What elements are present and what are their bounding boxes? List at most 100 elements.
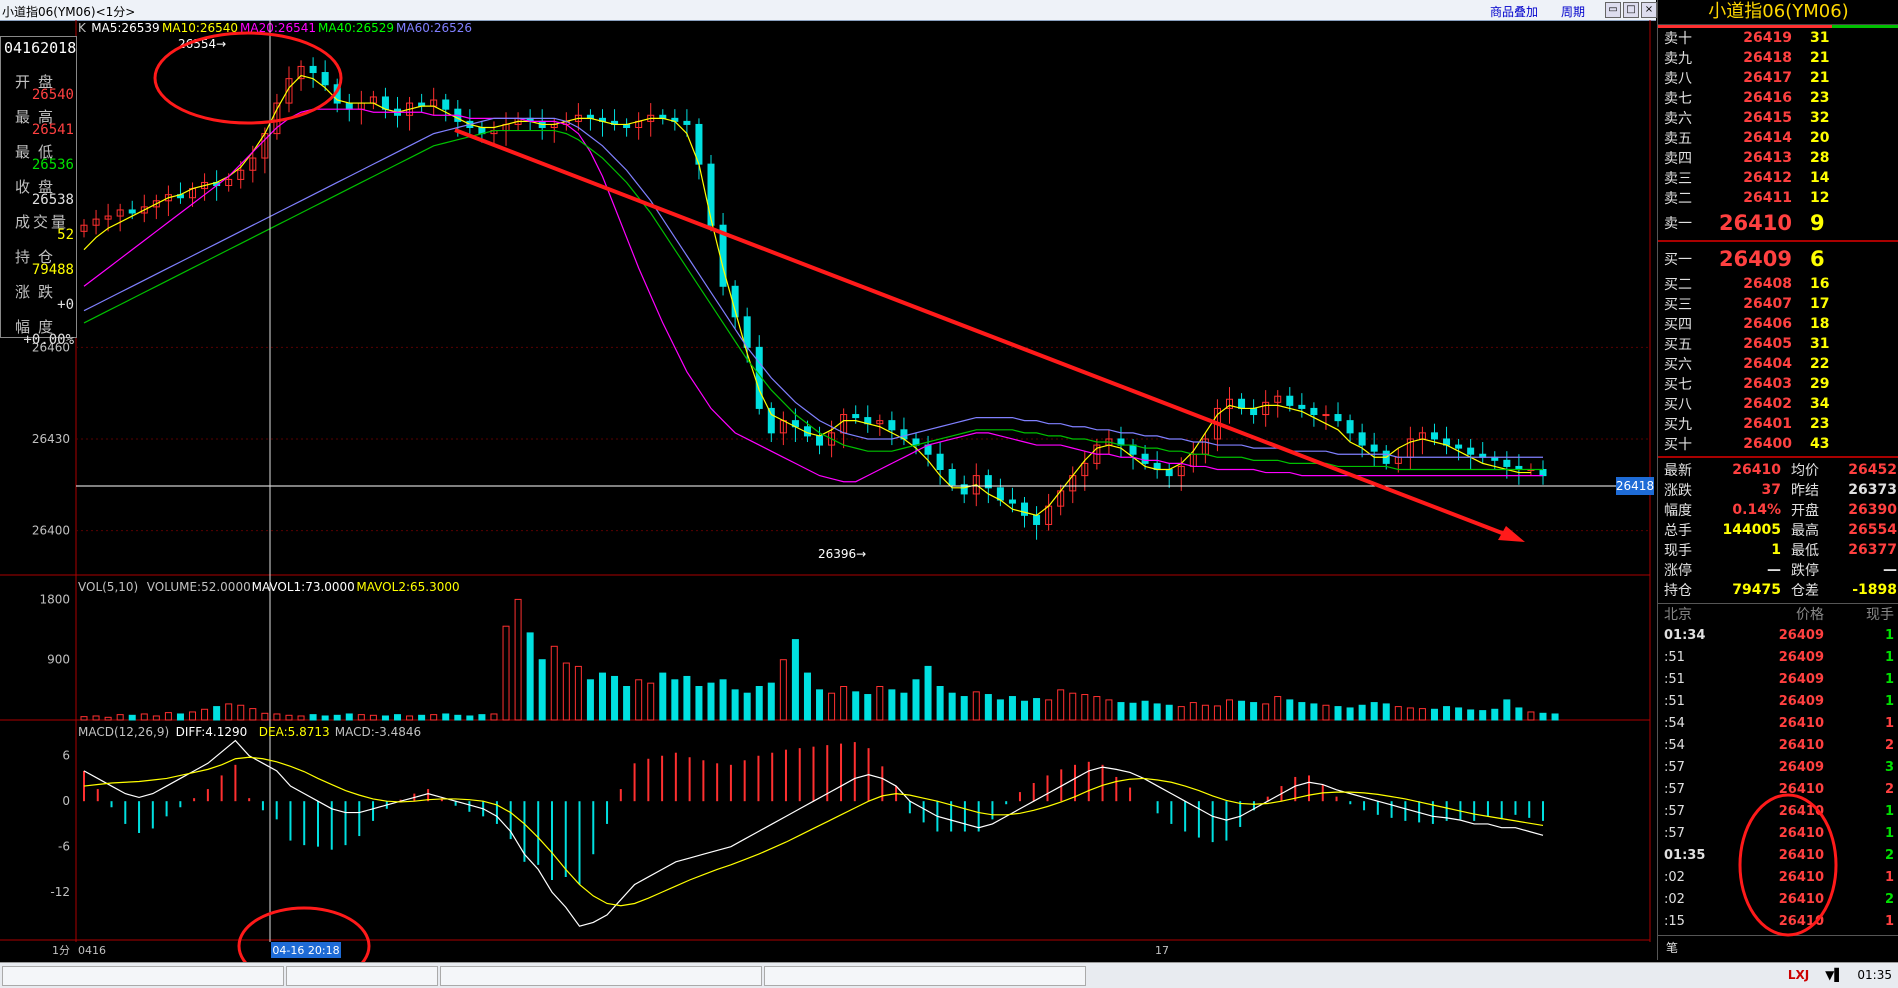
candle-body: [767, 407, 775, 434]
candle-body: [1165, 469, 1173, 477]
bid-level-price: 26400: [1743, 436, 1792, 452]
bid-level-price: 26405: [1743, 336, 1792, 352]
candle-body: [1346, 420, 1354, 434]
bid-level-volume: 34: [1810, 396, 1830, 412]
volume-bar: [1274, 696, 1282, 721]
bid-level-8[interactable]: 买八 26402 34: [1658, 394, 1898, 414]
volume-bar: [586, 679, 594, 721]
status-slot[interactable]: [286, 966, 438, 986]
ask-level-8[interactable]: 卖三 26412 14: [1658, 168, 1898, 188]
bid-level-label: 买六: [1664, 357, 1692, 373]
bid-level-label: 买三: [1664, 297, 1692, 313]
ask-level-2[interactable]: 卖九 26418 21: [1658, 48, 1898, 68]
candle-body: [321, 72, 329, 86]
bid-level-price: 26402: [1743, 396, 1792, 412]
tick-volume: 2: [1884, 847, 1894, 863]
tick-price: 26410: [1778, 847, 1824, 863]
volume-bar: [454, 714, 462, 721]
price-tick-label: 26430: [32, 432, 70, 446]
volume-bar: [1225, 699, 1233, 721]
info-value-close: 26538: [31, 192, 74, 208]
restore-icon[interactable]: ▭: [1605, 2, 1621, 18]
ask-level-6[interactable]: 卖五 26414 20: [1658, 128, 1898, 148]
ask-level-label: 卖九: [1664, 51, 1692, 67]
volume-bar: [526, 632, 534, 721]
info-date: 04162018: [4, 39, 77, 57]
close-icon[interactable]: ×: [1641, 2, 1657, 18]
tick-time: 01:35: [1664, 847, 1706, 863]
status-slot[interactable]: [440, 966, 762, 986]
bid-level-label: 买九: [1664, 417, 1692, 433]
bid-level-label: 买一: [1664, 252, 1692, 268]
chart-area[interactable]: 26460 26430 26400 K MA5:26539 MA10:26540 MA20:…: [0, 20, 1656, 962]
volume-bar: [1177, 706, 1185, 721]
tick-tab[interactable]: 笔: [1666, 941, 1679, 955]
candle-body: [707, 163, 715, 226]
ask-level-3[interactable]: 卖八 26417 21: [1658, 68, 1898, 88]
volume-bar: [418, 714, 426, 721]
ask-level-10[interactable]: 卖一 26410 9: [1658, 208, 1898, 238]
volume-bar: [912, 679, 920, 721]
period-button[interactable]: 周期: [1561, 5, 1586, 19]
volume-bar: [840, 686, 848, 721]
status-slot[interactable]: [2, 966, 284, 986]
ask-level-label: 卖二: [1664, 191, 1692, 207]
stat-label: 跌停: [1791, 563, 1819, 579]
status-slot[interactable]: [764, 966, 1086, 986]
info-value-oi: 79488: [31, 262, 74, 278]
ticks-header: 北京 价格 现手: [1658, 603, 1898, 624]
bid-level-7[interactable]: 买七 26403 29: [1658, 374, 1898, 394]
volume-bar: [1081, 694, 1089, 721]
volume-bar: [1298, 702, 1306, 721]
tick-volume: 2: [1884, 737, 1894, 753]
tick-volume: 3: [1884, 759, 1894, 775]
overlay-symbol-button[interactable]: 商品叠加: [1490, 5, 1539, 19]
tick-row: :54 26410 1: [1658, 712, 1898, 734]
bid-level-1[interactable]: 买一 26409 6: [1658, 244, 1898, 274]
maximize-icon[interactable]: □: [1623, 2, 1639, 18]
tick-list[interactable]: 01:34 26409 1:51 26409 1:51 26409 1:51 26409 1:5…: [1658, 624, 1898, 932]
volume-bar: [1262, 703, 1270, 721]
macd-legend-item: MACD:-3.4846: [335, 725, 421, 739]
stat-label: 幅度: [1664, 503, 1692, 519]
volume-bar: [816, 689, 824, 721]
volume-bar: [285, 714, 293, 721]
bid-level-volume: 29: [1810, 376, 1830, 392]
stat-value: 144005: [1722, 522, 1781, 538]
stat-value: 1: [1771, 542, 1781, 558]
bid-level-10[interactable]: 买十 26400 43: [1658, 434, 1898, 454]
bid-level-2[interactable]: 买二 26408 16: [1658, 274, 1898, 294]
volume-bar: [189, 711, 197, 721]
bid-level-4[interactable]: 买四 26406 18: [1658, 314, 1898, 334]
volume-bar: [442, 713, 450, 721]
volume-bar: [92, 715, 100, 721]
candle-body: [1081, 462, 1089, 477]
candle-body: [876, 420, 884, 425]
ask-level-9[interactable]: 卖二 26411 12: [1658, 188, 1898, 208]
volume-bar: [406, 715, 414, 721]
stat-value: 26390: [1848, 502, 1897, 518]
volume-bar: [1201, 704, 1209, 721]
bid-level-5[interactable]: 买五 26405 31: [1658, 334, 1898, 354]
bid-level-label: 买七: [1664, 377, 1692, 393]
tick-volume: 1: [1884, 825, 1894, 841]
tick-row: :02 26410 2: [1658, 888, 1898, 910]
ask-level-4[interactable]: 卖七 26416 23: [1658, 88, 1898, 108]
ask-level-5[interactable]: 卖六 26415 32: [1658, 108, 1898, 128]
tick-price: 26409: [1778, 759, 1824, 775]
bid-level-9[interactable]: 买九 26401 23: [1658, 414, 1898, 434]
volume-bar: [1153, 703, 1161, 721]
spread-separator: [1658, 240, 1898, 242]
ask-level-1[interactable]: 卖十 26419 31: [1658, 28, 1898, 48]
ask-level-7[interactable]: 卖四 26413 28: [1658, 148, 1898, 168]
bid-level-price: 26409: [1718, 247, 1792, 271]
bid-level-volume: 18: [1810, 316, 1830, 332]
candle-body: [743, 316, 751, 348]
bid-level-6[interactable]: 买六 26404 22: [1658, 354, 1898, 374]
bid-level-3[interactable]: 买三 26407 17: [1658, 294, 1898, 314]
volume-legend-item: VOL(5,10): [78, 580, 138, 594]
tick-time: 01:34: [1664, 627, 1706, 643]
tick-row: 01:34 26409 1: [1658, 624, 1898, 646]
bid-level-volume: 17: [1810, 296, 1830, 312]
volume-bar: [1286, 699, 1294, 721]
